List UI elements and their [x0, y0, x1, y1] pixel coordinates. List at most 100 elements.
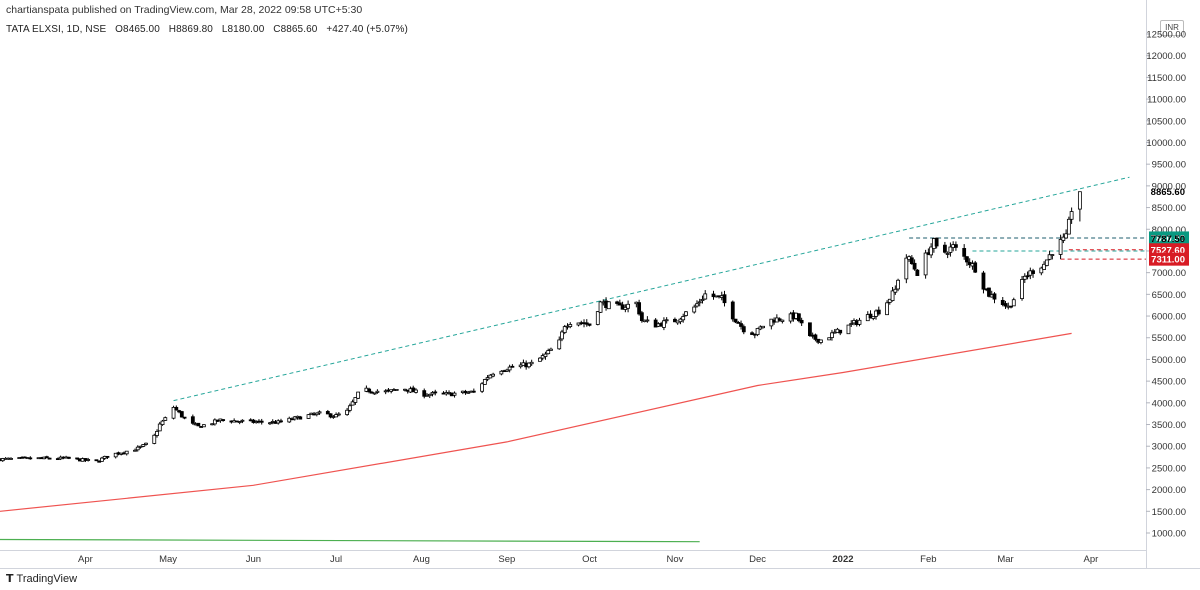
candle — [135, 445, 140, 452]
candle-body — [1047, 254, 1052, 260]
y-tick-label: 6500.00 — [1152, 290, 1186, 301]
candle-body — [992, 293, 997, 300]
candle-body — [527, 362, 531, 368]
candle — [626, 300, 630, 313]
candle — [915, 269, 920, 276]
candle — [857, 317, 862, 327]
candle-body — [160, 420, 165, 425]
x-tick-label: Feb — [920, 554, 936, 565]
candle-body — [152, 434, 157, 444]
candle-body — [317, 411, 322, 414]
candle-body — [174, 406, 179, 411]
candle-body — [221, 419, 226, 421]
candle-body — [471, 390, 476, 393]
candle-body — [730, 301, 735, 320]
candle-body — [353, 397, 358, 403]
candle — [942, 241, 947, 254]
candle-body — [560, 331, 564, 340]
candle — [433, 389, 438, 396]
candle — [617, 299, 622, 306]
candle — [606, 301, 611, 310]
candle-body — [736, 322, 741, 324]
candle — [317, 410, 322, 415]
candle-body — [1058, 239, 1063, 255]
candle — [485, 375, 490, 382]
candle — [510, 364, 515, 368]
ohlc-legend: TATA ELXSI, 1D, NSE O8465.00 H8869.80 L8… — [6, 24, 414, 35]
candle — [1011, 297, 1016, 307]
candle-body — [681, 316, 686, 321]
candle-body — [876, 309, 881, 315]
candle-body — [94, 459, 99, 462]
candle — [1031, 268, 1035, 278]
candle-body — [144, 442, 148, 445]
candle — [681, 313, 686, 323]
y-tick-label: 5000.00 — [1152, 355, 1186, 366]
candle — [182, 416, 187, 420]
candle — [1003, 300, 1008, 309]
candle — [452, 391, 457, 398]
candle-body — [422, 390, 427, 397]
candle-body — [171, 406, 176, 419]
y-tick-label: 9500.00 — [1152, 160, 1186, 171]
candle — [896, 278, 900, 292]
candle-body — [684, 311, 688, 316]
ohlc-close: C8865.60 — [273, 24, 318, 35]
candle — [962, 244, 967, 260]
candle-body — [923, 252, 928, 276]
candle — [471, 388, 476, 394]
candle-body — [135, 446, 140, 451]
candle — [1061, 233, 1066, 244]
candle — [124, 450, 129, 456]
candle-body — [987, 287, 991, 297]
candle-body — [557, 339, 562, 350]
candle — [965, 256, 969, 266]
candle — [846, 324, 851, 335]
candle — [893, 285, 898, 295]
candle-body — [915, 269, 920, 276]
candle — [174, 405, 179, 411]
candle-body — [394, 389, 399, 391]
candle-body — [830, 332, 834, 338]
candle — [298, 415, 303, 420]
candle — [414, 388, 418, 394]
candle-body — [268, 422, 272, 425]
y-tick-label: 5500.00 — [1152, 333, 1186, 344]
candle-body — [543, 353, 548, 357]
candle — [741, 324, 746, 335]
y-tick-label: 8500.00 — [1152, 203, 1186, 214]
candle-body — [796, 313, 801, 322]
x-tick-label: Sep — [498, 554, 515, 565]
candle-body — [1009, 305, 1013, 308]
candle — [755, 327, 760, 337]
candle-body — [1039, 267, 1044, 274]
x-tick-label: Mar — [997, 554, 1013, 565]
candle — [697, 298, 702, 307]
candle-body — [799, 319, 804, 324]
candle-body — [44, 456, 49, 459]
y-tick-label: 3500.00 — [1152, 420, 1186, 431]
y-tick-label: 11500.00 — [1147, 73, 1186, 84]
candle — [1042, 261, 1046, 270]
candle — [912, 259, 917, 271]
candle — [212, 418, 217, 426]
candle-body — [546, 350, 551, 355]
candle — [557, 336, 562, 350]
candle — [334, 412, 338, 418]
candle — [1009, 305, 1013, 309]
tradingview-brand: 𝗧 TradingView — [6, 572, 77, 585]
x-tick-label: Oct — [582, 554, 597, 565]
currency-unit-button[interactable]: INR — [1160, 20, 1184, 36]
candle — [684, 311, 688, 317]
candle — [890, 287, 895, 302]
candle-body — [179, 411, 184, 418]
candle — [113, 452, 118, 459]
candle — [945, 251, 950, 259]
x-tick-label: Nov — [666, 554, 683, 565]
candle — [595, 311, 600, 326]
candle-body — [427, 393, 432, 397]
candle — [279, 418, 283, 423]
candle-body — [375, 390, 380, 393]
candle-body — [606, 301, 611, 310]
